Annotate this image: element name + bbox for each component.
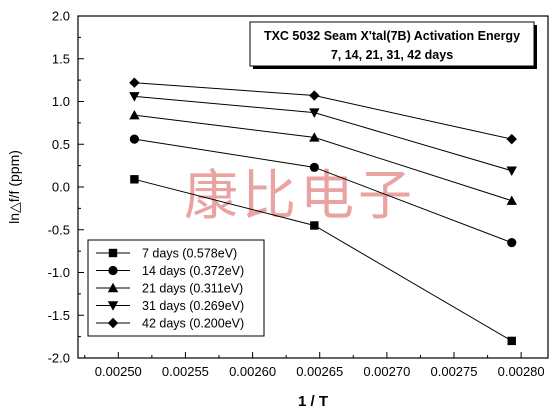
- legend-label: 42 days (0.200eV): [142, 317, 244, 331]
- chart-title-line: TXC 5032 Seam X'tal(7B) Activation Energ…: [264, 29, 520, 43]
- series-2: [129, 134, 517, 248]
- legend-marker: [108, 248, 118, 258]
- data-point: [507, 237, 517, 248]
- legend-item: 21 days (0.311eV): [96, 282, 243, 296]
- y-tick-label: -1.0: [48, 265, 70, 280]
- legend-marker: [107, 317, 119, 329]
- series-4: [129, 92, 517, 176]
- data-point: [310, 221, 319, 230]
- title-box: [249, 21, 535, 67]
- data-point: [506, 133, 517, 145]
- data-point: [507, 336, 516, 346]
- y-axis-label: ln△f/f (ppm): [6, 150, 22, 224]
- y-tick-label: 0.0: [52, 180, 70, 195]
- data-point: [129, 77, 140, 88]
- legend-marker: [108, 265, 118, 276]
- y-tick-label: 1.0: [52, 94, 70, 109]
- legend-marker: [107, 282, 119, 293]
- legend-label: 7 days (0.578eV): [142, 247, 237, 261]
- y-tick-label: 2.0: [52, 9, 70, 24]
- chart-title-line: 7, 14, 21, 31, 42 days: [331, 48, 453, 62]
- x-tick-label: 0.00260: [229, 364, 276, 379]
- data-point: [129, 92, 140, 102]
- legend-label: 31 days (0.269eV): [142, 299, 244, 313]
- watermark-text: 康比电子: [184, 166, 416, 226]
- data-point: [309, 132, 320, 142]
- y-tick-label: -0.5: [48, 222, 70, 237]
- series-line: [134, 95, 512, 172]
- series-5: [129, 77, 517, 145]
- data-point: [130, 175, 139, 184]
- series-1: [130, 175, 516, 346]
- data-point: [129, 109, 140, 120]
- legend-marker: [107, 301, 119, 311]
- data-point: [506, 195, 517, 205]
- legend-label: 21 days (0.311eV): [142, 282, 243, 296]
- data-point: [309, 162, 319, 172]
- x-tick-label: 0.00270: [363, 364, 410, 379]
- x-tick-label: 0.00280: [498, 364, 545, 379]
- legend-item: 7 days (0.578eV): [96, 247, 237, 261]
- legend-item: 14 days (0.372eV): [96, 264, 244, 278]
- legend-item: 42 days (0.200eV): [96, 317, 244, 331]
- series-line: [134, 82, 512, 140]
- series-3: [129, 109, 517, 205]
- y-tick-label: -2.0: [48, 351, 70, 366]
- x-tick-label: 0.00255: [162, 364, 209, 379]
- data-point: [506, 166, 517, 176]
- legend-label: 14 days (0.372eV): [142, 264, 244, 278]
- data-point: [129, 134, 139, 144]
- y-tick-label: 1.5: [52, 51, 70, 66]
- x-tick-label: 0.00275: [431, 364, 478, 379]
- x-tick-label: 0.00265: [296, 364, 343, 379]
- x-tick-label: 0.00250: [95, 364, 142, 379]
- data-point: [309, 108, 320, 118]
- y-tick-label: 0.5: [52, 137, 70, 152]
- legend-item: 31 days (0.269eV): [96, 299, 244, 313]
- y-tick-label: -1.5: [48, 308, 70, 323]
- x-axis-label: 1 / T: [298, 393, 328, 410]
- data-point: [309, 90, 320, 101]
